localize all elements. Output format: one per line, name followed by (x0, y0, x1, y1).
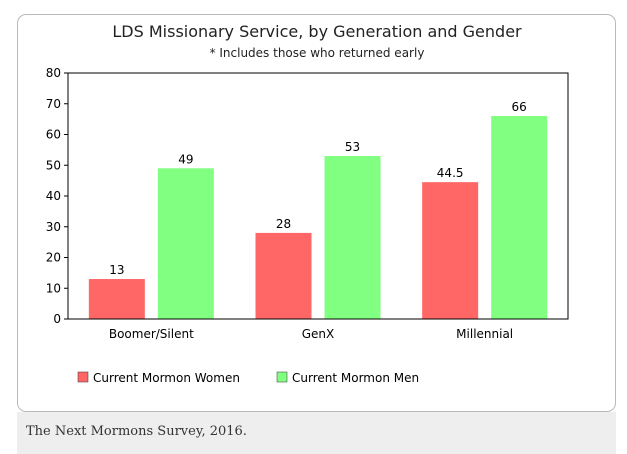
data-label: 44.5 (437, 166, 464, 180)
legend-swatch (77, 371, 89, 383)
bar (255, 232, 312, 319)
bar (88, 279, 145, 319)
bar (324, 156, 381, 319)
data-label: 53 (345, 140, 360, 154)
chart-title: LDS Missionary Service, by Generation an… (112, 22, 522, 41)
bar (157, 168, 214, 319)
caption-bar: The Next Mormons Survey, 2016. (17, 412, 616, 454)
legend-label: Current Mormon Women (93, 371, 240, 385)
x-tick-label: GenX (302, 327, 335, 341)
y-tick-label: 0 (53, 312, 61, 326)
bar (422, 182, 479, 319)
legend: Current Mormon Women Current Mormon Men (77, 371, 419, 385)
y-tick-label: 40 (46, 189, 61, 203)
y-tick-label: 20 (46, 251, 61, 265)
y-tick-label: 50 (46, 158, 61, 172)
legend-swatch (276, 371, 288, 383)
y-tick-label: 60 (46, 128, 61, 142)
bar (491, 116, 548, 319)
y-tick-label: 30 (46, 220, 61, 234)
source-caption: The Next Mormons Survey, 2016. (26, 424, 247, 439)
x-tick-label: Millennial (456, 327, 513, 341)
y-tick-label: 80 (46, 66, 61, 80)
chart-subtitle: * Includes those who returned early (210, 46, 425, 60)
x-axis: Boomer/Silent GenX Millennial (109, 327, 513, 341)
bars: 13 49 28 53 44.5 66 (88, 100, 548, 319)
data-label: 49 (178, 152, 193, 166)
data-label: 13 (109, 263, 124, 277)
data-label: 66 (512, 100, 527, 114)
x-tick-label: Boomer/Silent (109, 327, 194, 341)
data-label: 28 (276, 217, 291, 231)
plot-frame (67, 72, 569, 320)
y-tick-label: 10 (46, 281, 61, 295)
legend-label: Current Mormon Men (292, 371, 419, 385)
y-axis: 0 10 20 30 40 50 60 70 80 (46, 66, 68, 326)
y-tick-label: 70 (46, 97, 61, 111)
